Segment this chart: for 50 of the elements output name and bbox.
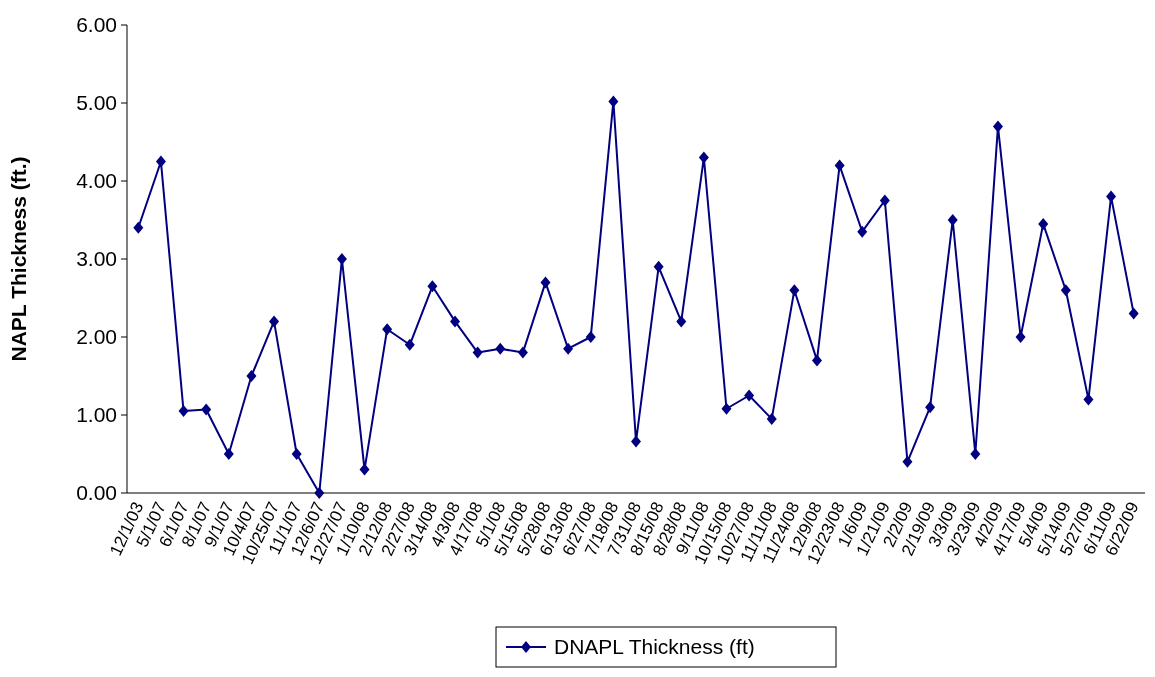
point <box>857 225 868 238</box>
point <box>902 455 913 468</box>
point <box>1128 307 1139 320</box>
point <box>811 354 822 367</box>
point <box>178 405 189 418</box>
point <box>789 284 800 297</box>
point <box>653 260 664 273</box>
point <box>517 346 528 359</box>
y-tick-label: 2.00 <box>76 325 117 349</box>
point <box>1060 284 1071 297</box>
point <box>427 280 438 293</box>
point <box>404 338 415 351</box>
y-tick-label: 0.00 <box>76 481 117 505</box>
point <box>246 370 257 382</box>
point <box>336 253 347 265</box>
point <box>495 342 506 355</box>
point <box>608 95 619 108</box>
point <box>223 448 234 460</box>
point <box>1015 331 1026 343</box>
point <box>879 194 890 207</box>
y-tick-label: 1.00 <box>76 403 117 427</box>
point <box>676 315 687 328</box>
point <box>450 315 461 328</box>
y-tick-label: 3.00 <box>76 247 117 271</box>
point <box>925 401 936 414</box>
point <box>970 448 981 460</box>
point <box>585 331 596 343</box>
y-tick-label: 4.00 <box>76 169 117 193</box>
point <box>382 323 393 336</box>
point <box>834 159 845 172</box>
point <box>563 342 574 355</box>
point <box>314 487 325 499</box>
y-axis-title: NAPL Thickness (ft.) <box>7 156 30 362</box>
legend-label: DNAPL Thickness (ft) <box>554 635 755 659</box>
point <box>155 155 166 168</box>
point <box>947 214 958 226</box>
point <box>992 120 1003 133</box>
point <box>721 402 732 415</box>
point <box>472 346 483 359</box>
point <box>201 403 212 416</box>
point <box>744 389 755 402</box>
point <box>269 315 280 328</box>
point <box>291 448 302 460</box>
point <box>766 412 777 425</box>
point <box>133 221 144 234</box>
point <box>1038 217 1049 230</box>
point <box>540 276 551 289</box>
point <box>631 435 641 448</box>
y-tick-label: 6.00 <box>76 13 117 37</box>
y-tick-label: 5.00 <box>76 91 117 115</box>
